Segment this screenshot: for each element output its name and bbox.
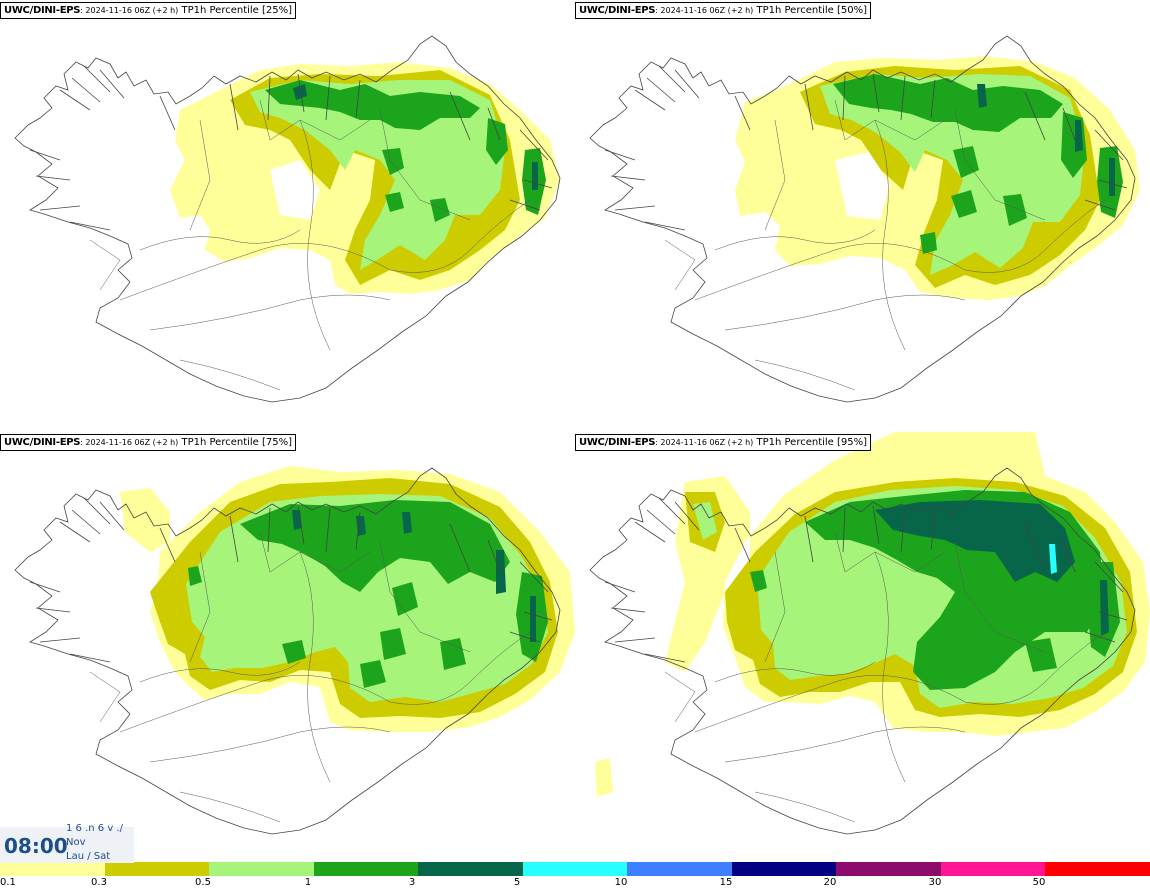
color-scale-tick-label: 10 (614, 877, 628, 888)
valid-time-box: 08:00 1 6 .n 6 v ./ Nov Lau / Sat (0, 823, 134, 863)
color-scale-bar (0, 862, 1150, 876)
panel-title-p50: UWC/DINI-EPS: 2024-11-16 06Z (+2 h) TP1h… (575, 2, 872, 19)
map-panel-p95: UWC/DINI-EPS: 2024-11-16 06Z (+2 h) TP1h… (575, 432, 1150, 862)
valid-time: 08:00 (4, 834, 68, 858)
color-scale-segment (836, 862, 941, 876)
map-p75 (14, 466, 575, 835)
map-p95 (589, 432, 1150, 835)
color-scale-tick-label: 0.3 (91, 877, 107, 888)
map-panel-p25: UWC/DINI-EPS: 2024-11-16 06Z (+2 h) TP1h… (0, 0, 575, 430)
valid-month: Nov (66, 837, 86, 848)
color-scale-segment (418, 862, 523, 876)
color-scale-tick-label: 20 (823, 877, 837, 888)
color-scale-tick-label: 0.1 (0, 877, 16, 888)
color-scale-tick-label: 3 (408, 877, 416, 888)
color-scale-tick-label: 0.5 (195, 877, 211, 888)
color-scale-tick-label: 5 (513, 877, 521, 888)
valid-date-line: 1 6 .n 6 v ./ (66, 823, 123, 834)
color-scale-segment (522, 862, 628, 876)
color-scale-tick-label: 1 (304, 877, 312, 888)
color-scale-tick-label: 50 (1032, 877, 1046, 888)
valid-weekday: Lau / Sat (66, 851, 111, 862)
color-scale-segment (104, 862, 210, 876)
color-scale-segment (731, 862, 837, 876)
color-scale-segment (1045, 862, 1150, 876)
map-panel-p50: UWC/DINI-EPS: 2024-11-16 06Z (+2 h) TP1h… (575, 0, 1150, 430)
panel-title-p95: UWC/DINI-EPS: 2024-11-16 06Z (+2 h) TP1h… (575, 434, 872, 451)
panel-title-p75: UWC/DINI-EPS: 2024-11-16 06Z (+2 h) TP1h… (0, 434, 297, 451)
color-scale-tick-label: 15 (719, 877, 733, 888)
map-panel-p75: UWC/DINI-EPS: 2024-11-16 06Z (+2 h) TP1h… (0, 432, 575, 862)
map-p50 (589, 35, 1150, 403)
color-scale-segment (0, 862, 105, 876)
color-scale-segment (940, 862, 1046, 876)
color-scale-segment (627, 862, 732, 876)
color-scale-segment (209, 862, 314, 876)
color-scale-segment (313, 862, 419, 876)
color-scale-tick-label: 30 (928, 877, 942, 888)
color-scale: 0.1 0.3 0.5 1 3 5 10 15 20 30 50 (0, 862, 1150, 891)
panel-title-p25: UWC/DINI-EPS: 2024-11-16 06Z (+2 h) TP1h… (0, 2, 297, 19)
map-p25 (14, 35, 561, 403)
